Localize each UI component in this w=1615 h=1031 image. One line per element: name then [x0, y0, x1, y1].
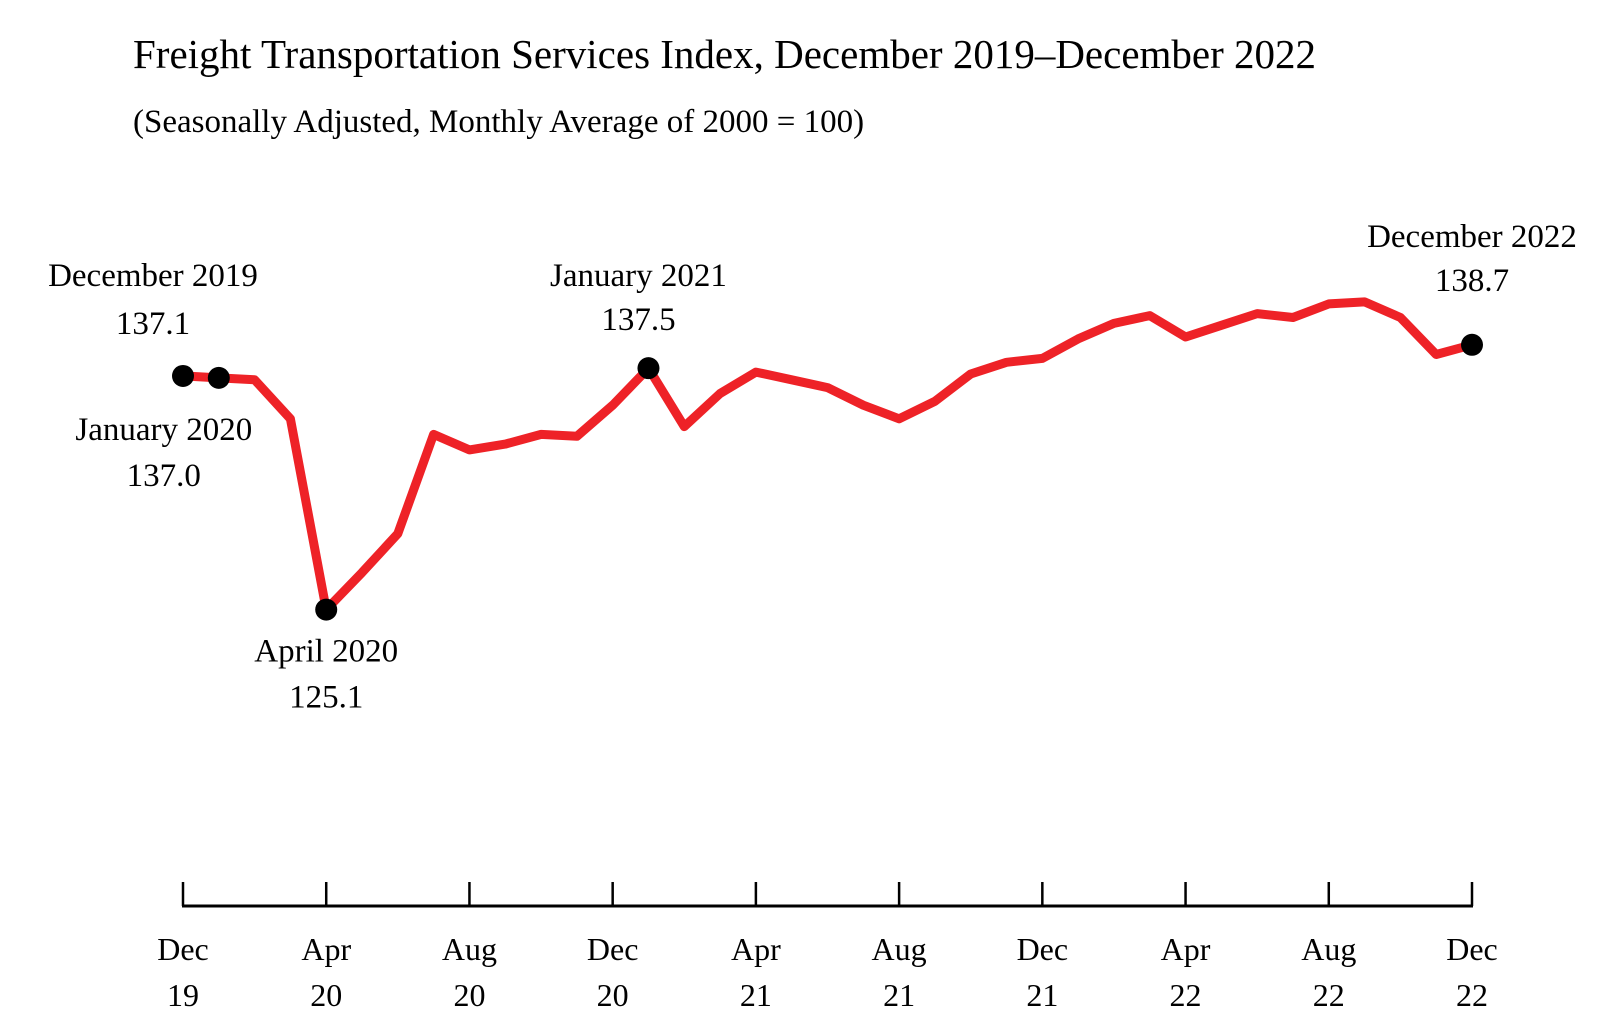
annotation-value-label: 137.1	[116, 306, 190, 342]
x-tick-label-month: Apr	[301, 931, 351, 967]
x-tick-label-year: 22	[1170, 977, 1202, 1013]
data-point-marker	[637, 357, 660, 380]
annotation-value-label: 138.7	[1435, 263, 1509, 299]
annotation-value-label: 125.1	[289, 680, 363, 716]
x-tick-label-month: Aug	[872, 931, 927, 967]
x-tick-label-month: Dec	[157, 931, 209, 967]
data-point-marker	[315, 598, 338, 621]
x-tick-label-year: 21	[1026, 977, 1058, 1013]
annotation-date-label: April 2020	[254, 634, 398, 670]
x-tick-label-year: 20	[310, 977, 342, 1013]
x-tick-label-month: Aug	[442, 931, 497, 967]
x-tick-label-year: 20	[597, 977, 629, 1013]
annotation-value-label: 137.5	[601, 302, 675, 338]
series-line	[182, 297, 1474, 615]
chart-subtitle: (Seasonally Adjusted, Monthly Average of…	[133, 104, 865, 140]
data-point-marker	[172, 364, 194, 387]
annotation-markers	[172, 333, 1483, 621]
x-tick-label-year: 22	[1313, 977, 1345, 1013]
x-tick-label-month: Dec	[587, 931, 639, 967]
x-tick-label-year: 21	[883, 977, 915, 1013]
annotation-date-label: December 2022	[1367, 219, 1577, 255]
annotation-date-label: January 2021	[550, 258, 727, 294]
x-tick-label-year: 20	[453, 977, 485, 1013]
x-tick-label-year: 21	[740, 977, 772, 1013]
data-point-marker	[1461, 333, 1483, 356]
annotation-value-label: 137.0	[127, 458, 201, 494]
x-axis: Dec 19 Apr 20 Aug 20 Dec 20 Apr 21 Aug 21 Dec 21 Apr 22…	[157, 882, 1498, 1013]
x-tick-label-month: Aug	[1301, 931, 1356, 967]
annotation-date-label: January 2020	[75, 412, 252, 448]
chart-title: Freight Transportation Services Index, D…	[133, 31, 1317, 77]
data-point-marker	[207, 366, 230, 389]
annotation-date-label: December 2019	[48, 258, 258, 294]
series-layer	[182, 297, 1474, 615]
x-tick-label-month: Dec	[1446, 931, 1498, 967]
x-tick-label-year: 22	[1456, 977, 1488, 1013]
annotation-labels: December 2019 137.1 January 2020 137.0 April…	[48, 219, 1577, 716]
x-tick-label-month: Apr	[731, 931, 781, 967]
x-tick-label-year: 19	[167, 977, 199, 1013]
x-tick-label-month: Apr	[1161, 931, 1211, 967]
x-tick-label-month: Dec	[1017, 931, 1069, 967]
